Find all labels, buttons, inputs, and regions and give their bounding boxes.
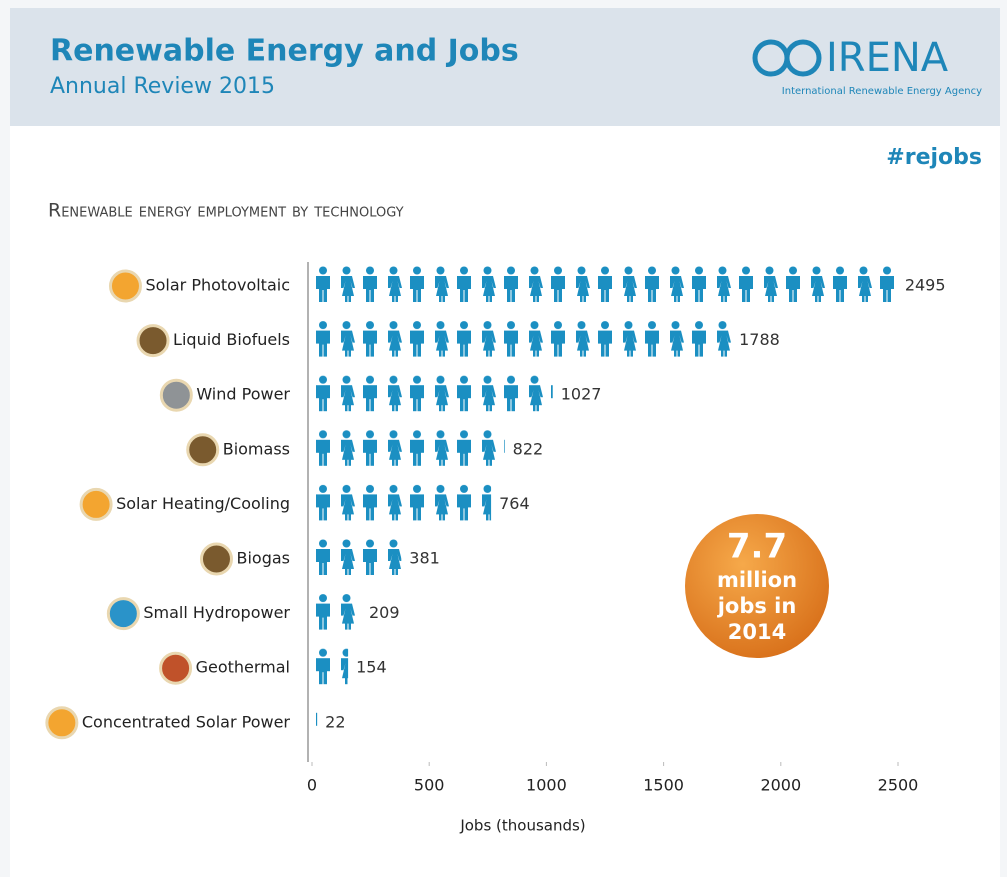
category-label: Solar Heating/Cooling: [116, 494, 290, 513]
x-tick-label: 2000: [760, 776, 801, 795]
pictogram-bar: [312, 593, 361, 638]
header-title: Renewable Energy and Jobs: [50, 34, 519, 69]
pictogram-bar: [312, 375, 553, 420]
pictogram-bar: [312, 429, 505, 474]
category-icon: [199, 542, 233, 576]
pictogram-bar: [312, 539, 402, 583]
category-label: Geothermal: [196, 658, 290, 677]
category-label: Wind Power: [196, 385, 290, 404]
value-label: 381: [409, 549, 440, 568]
category-label: Biomass: [223, 439, 290, 458]
category-label: Small Hydropower: [143, 603, 290, 622]
x-tick-label: 2500: [878, 776, 919, 795]
x-axis-label: Jobs (thousands): [459, 817, 585, 835]
chart-title: Renewable energy employment by technolog…: [48, 200, 404, 222]
logo-text: IRENA: [826, 35, 949, 81]
badge-text: million: [717, 568, 797, 592]
header-subtitle: Annual Review 2015: [50, 74, 275, 99]
value-label: 2495: [905, 276, 946, 295]
pictogram-bar: [312, 648, 349, 693]
logo-mark: [752, 39, 822, 77]
category-label: Concentrated Solar Power: [82, 712, 291, 731]
category-icon: [136, 324, 170, 358]
x-tick-label: 500: [414, 776, 445, 795]
value-label: 22: [325, 712, 345, 731]
category-label: Liquid Biofuels: [173, 330, 290, 349]
value-label: 1788: [739, 330, 780, 349]
value-label: 822: [513, 439, 544, 458]
category-label: Biogas: [236, 549, 290, 568]
value-label: 154: [356, 658, 387, 677]
category-label: Solar Photovoltaic: [145, 276, 290, 295]
category-icon: [79, 487, 113, 521]
category-icon: [45, 706, 79, 740]
badge-text: jobs in: [717, 594, 797, 618]
category-icon: [106, 597, 140, 631]
card: [10, 8, 1000, 877]
x-tick-label: 1500: [643, 776, 684, 795]
x-tick-label: 0: [307, 776, 317, 795]
category-icon: [159, 378, 193, 412]
pictogram-bar: [312, 484, 492, 529]
x-tick-label: 1000: [526, 776, 567, 795]
category-icon: [186, 433, 220, 467]
pictogram-bar: [312, 266, 897, 310]
logo-agency: International Renewable Energy Agency: [782, 86, 982, 97]
category-icon: [159, 651, 193, 685]
badge-number: 7.7: [727, 527, 787, 567]
value-label: 209: [369, 603, 400, 622]
value-label: 1027: [561, 385, 602, 404]
hashtag: #rejobs: [886, 145, 982, 170]
header-band: [10, 8, 1000, 126]
pictogram-bar: [312, 702, 318, 747]
pictogram-bar: [312, 320, 732, 365]
badge-text: 2014: [728, 620, 786, 644]
category-icon: [108, 269, 142, 303]
badge: [685, 514, 829, 658]
value-label: 764: [499, 494, 530, 513]
